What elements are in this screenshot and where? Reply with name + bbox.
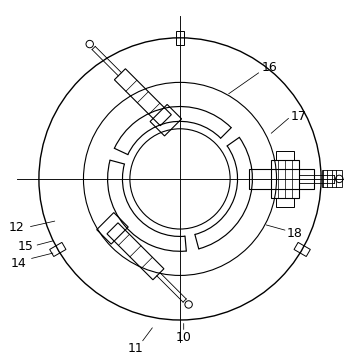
Text: 16: 16 bbox=[261, 61, 277, 74]
Bar bbox=[322, 170, 342, 188]
Text: 14: 14 bbox=[10, 257, 26, 270]
Bar bbox=[276, 198, 294, 207]
Bar bbox=[249, 169, 314, 189]
Text: 12: 12 bbox=[9, 221, 24, 234]
Bar bbox=[271, 160, 299, 198]
Bar bbox=[276, 151, 294, 160]
Text: 18: 18 bbox=[287, 227, 303, 240]
Text: 15: 15 bbox=[18, 240, 34, 253]
Text: 17: 17 bbox=[291, 110, 307, 123]
Text: 11: 11 bbox=[127, 343, 143, 355]
Text: 10: 10 bbox=[176, 331, 192, 344]
